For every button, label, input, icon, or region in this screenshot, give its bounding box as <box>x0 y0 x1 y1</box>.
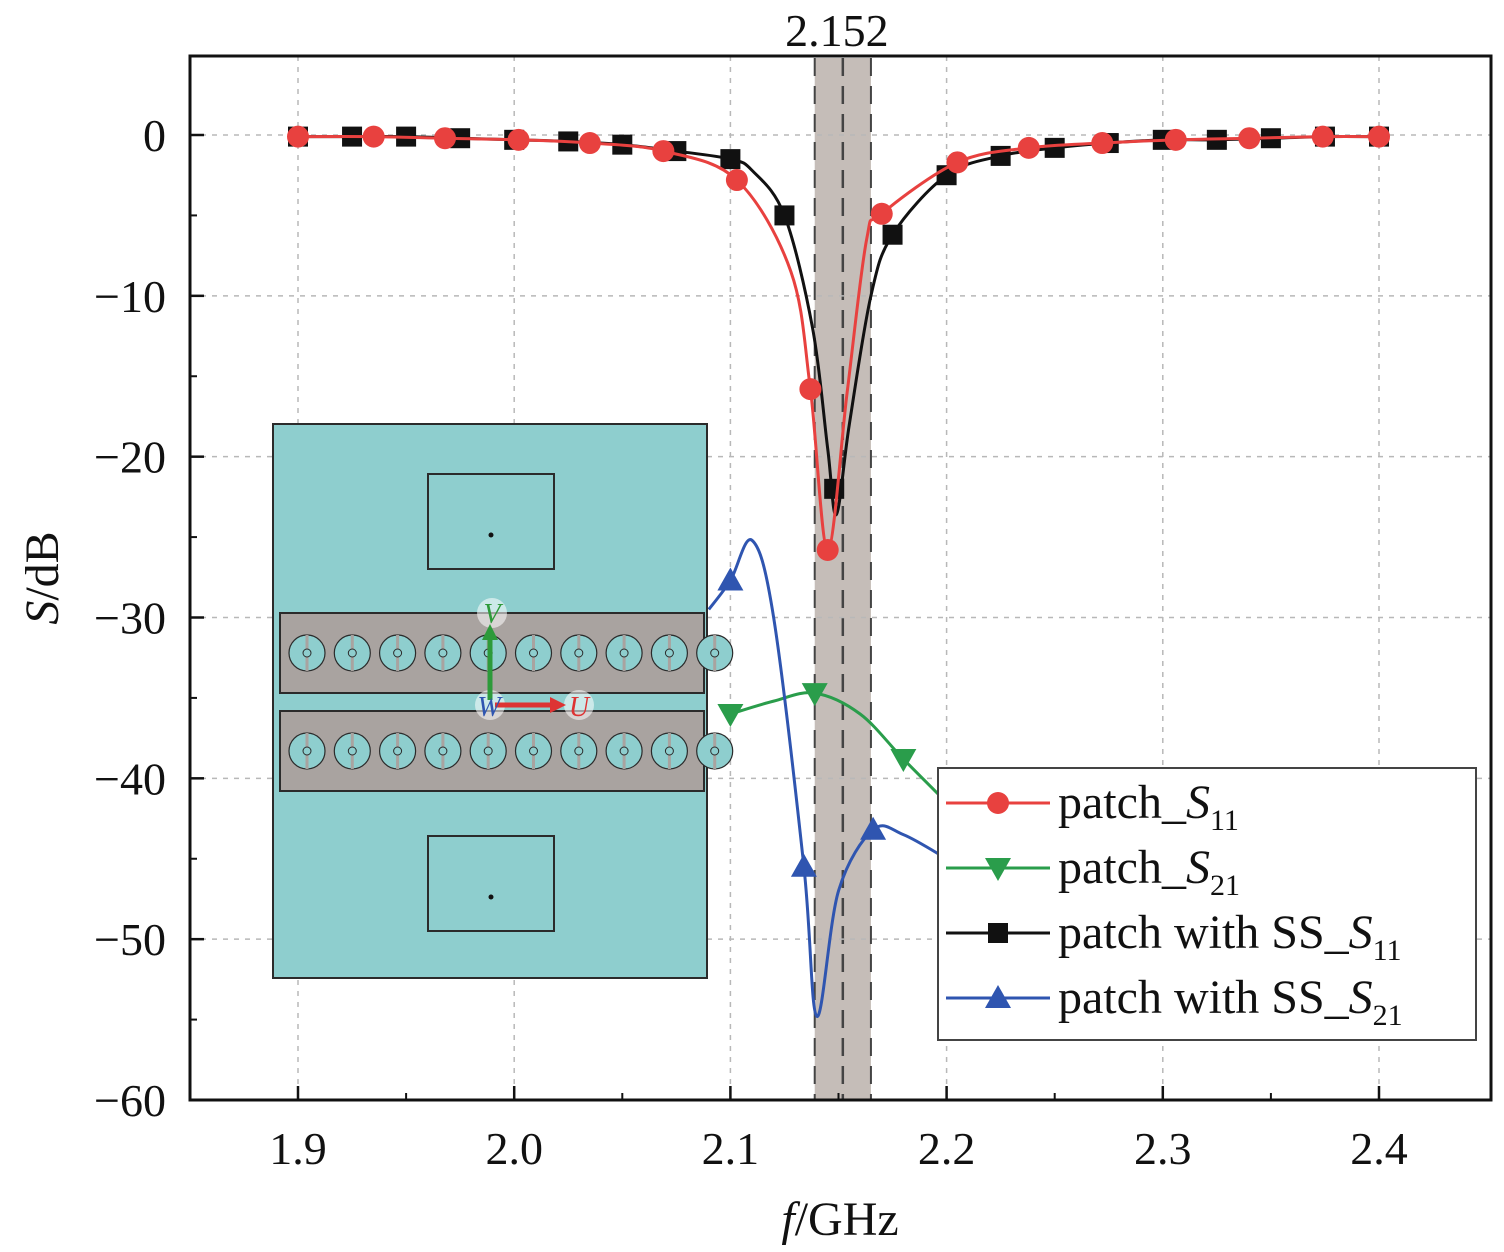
legend-marker-4 <box>985 985 1011 1008</box>
series-1-point <box>287 125 309 148</box>
x-axis-title: f/GHz <box>781 1193 898 1246</box>
x-tick-label: 2.1 <box>702 1123 760 1174</box>
y-tick-label: −50 <box>94 914 166 965</box>
series-1-point <box>1091 132 1114 155</box>
series-1-point <box>578 132 601 155</box>
series-1-point <box>1311 125 1334 148</box>
series-1-point <box>799 378 822 401</box>
y-tick-label: −40 <box>94 753 166 804</box>
unit-cell-center <box>664 648 674 658</box>
series-1-point <box>725 169 748 192</box>
unit-cell-center <box>347 746 357 756</box>
series-2-point <box>890 749 917 773</box>
unit-cell-center <box>393 746 403 756</box>
unit-cell-center <box>302 648 312 658</box>
unit-cell-center <box>574 648 584 658</box>
unit-cell-center <box>347 648 357 658</box>
legend-label-2: patch_S21 <box>1058 841 1240 902</box>
x-tick-label: 2.4 <box>1350 1123 1408 1174</box>
series-1-point <box>1164 128 1187 151</box>
series-2-point <box>717 704 744 727</box>
plot-frame <box>188 54 1493 1102</box>
legend-marker-1 <box>987 792 1009 814</box>
legend-label-3: patch with SS_S11 <box>1058 906 1402 967</box>
y-tick-label: −20 <box>94 432 166 483</box>
series-1-point <box>870 202 893 225</box>
x-tick-label: 1.9 <box>269 1123 327 1174</box>
inset-bottom-port-dot <box>488 894 494 900</box>
x-tick-label: 2.3 <box>1134 1123 1192 1174</box>
unit-cell-center <box>483 746 493 756</box>
series-3-point <box>1044 137 1065 158</box>
series-3-point <box>824 478 845 499</box>
x-tick-label: 2.0 <box>485 1123 543 1174</box>
unit-cell-center <box>529 648 538 658</box>
legend-label-1: patch_S11 <box>1058 776 1239 837</box>
series-3-point <box>882 224 903 245</box>
u-axis-arrowhead <box>550 697 566 713</box>
axes: 1.9 2.0 2.1 2.2 2.3 2.4 0 −10 −20 −30 −40 −50 −60 <box>94 110 1408 1174</box>
band-center-label: 2.152 <box>785 5 889 56</box>
unit-cell-center <box>619 648 629 658</box>
unit-cell-center <box>574 746 584 756</box>
series-1-point <box>652 140 675 163</box>
y-tick-label: 0 <box>143 110 166 161</box>
unit-cell-center <box>302 746 312 756</box>
inset-bottom-port <box>427 835 555 932</box>
inset-u-label: U <box>569 692 591 723</box>
series-1-line <box>297 134 1380 552</box>
series-2 <box>717 683 948 804</box>
series-1-point <box>816 538 839 561</box>
series-4 <box>707 538 948 1018</box>
series-4-point <box>790 853 817 877</box>
unit-cell-center <box>710 648 720 658</box>
u-axis-halo <box>564 690 594 720</box>
inset-w-label: W <box>477 692 503 723</box>
series-1 <box>287 125 1390 561</box>
series-1-point <box>1017 136 1040 159</box>
y-tick-label: −30 <box>94 593 166 644</box>
unit-cell-center <box>664 746 674 756</box>
inset-structure-diagram: V W U <box>272 423 734 979</box>
unit-cell-center <box>393 648 403 658</box>
w-axis-halo <box>475 690 505 720</box>
inset-top-port-dot <box>488 532 494 538</box>
series-4-point <box>860 816 887 840</box>
y-axis-title: S/dB <box>16 531 69 624</box>
v-axis-halo <box>477 598 507 628</box>
y-tick-label: −10 <box>94 271 166 322</box>
inset-top-port <box>427 473 555 570</box>
unit-cell-center <box>438 746 448 756</box>
legend-box <box>937 767 1477 1041</box>
unit-cell-center <box>619 746 629 756</box>
inset-unit-cells <box>288 634 734 770</box>
series-1-point <box>1238 127 1261 150</box>
series-1-point <box>434 127 457 150</box>
inset-v-label: V <box>483 599 503 630</box>
series-3-point <box>774 205 795 226</box>
x-tick-label: 2.2 <box>918 1123 976 1174</box>
legend-label-4: patch with SS_S21 <box>1058 971 1403 1032</box>
series-layer <box>287 125 1390 1018</box>
unit-cell-center <box>438 648 448 658</box>
y-tick-label: −60 <box>94 1075 166 1126</box>
unit-cell-center <box>710 746 720 756</box>
series-4-point <box>717 567 744 591</box>
series-1-point <box>946 151 969 174</box>
series-1-point <box>507 128 530 151</box>
v-axis-arrowhead <box>482 624 498 640</box>
legend-marker-2 <box>985 858 1011 881</box>
legend-marker-3 <box>988 923 1008 943</box>
series-1-point <box>362 125 385 148</box>
series-1-point <box>1368 125 1390 148</box>
series-2-point <box>801 683 828 707</box>
unit-cell-center <box>529 746 538 756</box>
series-3-point <box>720 149 741 170</box>
